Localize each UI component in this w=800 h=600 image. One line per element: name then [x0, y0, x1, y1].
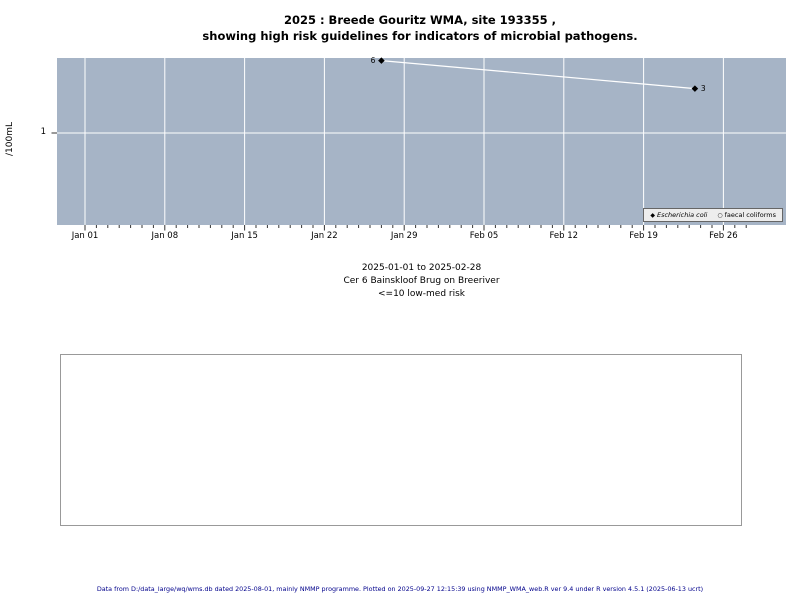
- legend: ◆ Escherichia coli ○ faecal coliforms: [643, 208, 783, 222]
- x-tick-label: Jan 29: [390, 231, 418, 241]
- x-axis-tick-labels: Jan 01 Jan 08 Jan 15 Jan 22 Jan 29 Feb 05 Feb …: [57, 231, 786, 245]
- chart-captions: 2025-01-01 to 2025-02-28 Cer 6 Bainskloo…: [57, 262, 786, 301]
- x-tick-label: Jan 15: [231, 231, 258, 241]
- legend-label-escherichia-coli: Escherichia coli: [656, 211, 708, 219]
- x-tick-label: Jan 22: [311, 231, 338, 241]
- caption-site-name: Cer 6 Bainskloof Brug on Breeriver: [343, 276, 500, 286]
- legend-item-escherichia-coli: ◆ Escherichia coli: [650, 211, 707, 219]
- x-tick-label: Feb 19: [629, 231, 658, 241]
- empty-panel: [60, 354, 742, 526]
- legend-item-faecal-coliforms: ○ faecal coliforms: [717, 211, 776, 219]
- chart-title-line1: 2025 : Breede Gouritz WMA, site 193355 ,: [283, 13, 557, 27]
- chart-title: 2025 : Breede Gouritz WMA, site 193355 ,…: [40, 12, 800, 44]
- x-tick-label: Jan 01: [71, 231, 99, 241]
- x-tick-label: Feb 26: [709, 231, 738, 241]
- svg-text:3: 3: [701, 84, 706, 93]
- y-tick-label: 1: [40, 127, 46, 137]
- caption-risk-guideline: <=10 low-med risk: [378, 289, 465, 299]
- chart-title-line2: showing high risk guidelines for indicat…: [202, 29, 638, 43]
- open-circle-icon: ○: [717, 212, 723, 219]
- y-axis-label: /100mL: [5, 122, 15, 156]
- plot-canvas: 63: [51, 56, 786, 231]
- svg-text:6: 6: [371, 56, 376, 65]
- filled-diamond-icon: ◆: [650, 212, 655, 219]
- x-tick-label: Feb 05: [469, 231, 499, 241]
- footer-note: Data from D:/data_large/wq/wms.db dated …: [96, 585, 704, 593]
- caption-date-range: 2025-01-01 to 2025-02-28: [361, 263, 482, 273]
- x-tick-label: Feb 12: [549, 231, 579, 241]
- legend-label-faecal-coliforms: faecal coliforms: [724, 211, 776, 219]
- x-tick-label: Jan 08: [151, 231, 179, 241]
